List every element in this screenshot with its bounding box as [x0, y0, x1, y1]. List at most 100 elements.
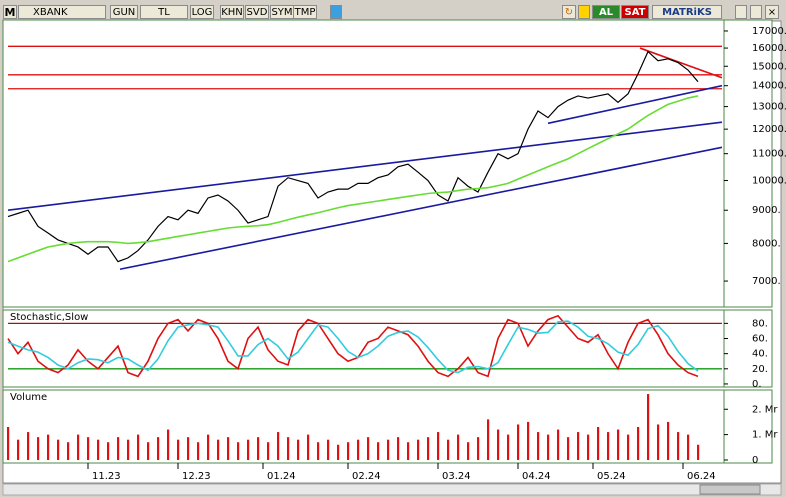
refresh-icon[interactable]: ↻ [562, 5, 576, 19]
volume-bar [367, 437, 370, 460]
volume-bar [377, 442, 380, 460]
volume-bar [117, 437, 120, 460]
volume-bar [7, 427, 10, 460]
volume-bar [577, 432, 580, 460]
brand: MATRiKS [652, 5, 722, 19]
y-tick-label: 9000. [752, 205, 781, 216]
volume-bar [647, 394, 650, 460]
toolbar-button[interactable]: SYM [270, 5, 294, 19]
symbol[interactable]: XBANK [18, 5, 106, 19]
volume-bar [27, 432, 30, 460]
x-tick-label: 03.24 [442, 471, 471, 482]
y-tick-label: 11000. [752, 149, 786, 160]
trend-line [7, 121, 723, 212]
volume-bar [537, 432, 540, 460]
y-tick-label: 40. [752, 349, 768, 360]
volume-bar [597, 427, 600, 460]
y-tick-label: 0. [752, 379, 762, 390]
y-tick-label: 60. [752, 334, 768, 345]
toolbar-button[interactable]: TMP [293, 5, 317, 19]
volume-bar [287, 437, 290, 460]
y-tick-label: 16000. [752, 43, 786, 54]
volume-bar [467, 442, 470, 460]
x-tick-label: 06.24 [687, 471, 716, 482]
volume-bar [307, 434, 310, 460]
volume-bar [67, 442, 70, 460]
close[interactable]: × [765, 5, 779, 19]
volume-bar [457, 434, 460, 460]
volume-bar [327, 439, 330, 460]
x-tick-label: 11.23 [92, 471, 121, 482]
trend-line [119, 146, 723, 271]
series-line [7, 314, 699, 378]
volume-bar [617, 429, 620, 460]
flash-icon[interactable] [578, 5, 590, 19]
x-tick-label: 12.23 [182, 471, 211, 482]
trend-line [547, 84, 723, 125]
trend-line [639, 47, 723, 79]
volume-bar [637, 427, 640, 460]
volume-bar [527, 421, 530, 460]
toolbar-button[interactable]: SVD [245, 5, 269, 19]
buy-button[interactable]: AL [592, 5, 620, 19]
y-tick-label: 20. [752, 364, 768, 375]
volume-bar [677, 432, 680, 460]
volume-bar [547, 434, 550, 460]
scrollbar [2, 483, 782, 496]
volume-bar [507, 434, 510, 460]
volume-bar [17, 439, 20, 460]
volume-bar [397, 437, 400, 460]
symbol-prefix[interactable]: M [3, 5, 17, 19]
toolbar-button[interactable]: KHN [220, 5, 244, 19]
y-tick-label: 80. [752, 318, 768, 329]
volume-bar [147, 442, 150, 460]
maximize[interactable] [750, 5, 762, 19]
volume-bar [347, 442, 350, 460]
x-tick-label: 04.24 [522, 471, 551, 482]
y-tick-label: 0 [752, 455, 758, 466]
volume-bar [197, 442, 200, 460]
y-tick-label: 14000. [752, 81, 786, 92]
volume-bar [247, 439, 250, 460]
toolbar-button[interactable]: TL [140, 5, 188, 19]
volume-bar [687, 434, 690, 460]
volume-bar [587, 434, 590, 460]
volume-bar [557, 429, 560, 460]
scroll-thumb [699, 484, 761, 495]
volume-bar [237, 442, 240, 460]
volume-bar [477, 437, 480, 460]
volume-bar [697, 444, 700, 460]
volume-bar [337, 444, 340, 460]
y-tick-label: 1. Mr [752, 430, 778, 441]
sell-button[interactable]: SAT [621, 5, 649, 19]
volume-bar [167, 429, 170, 460]
volume-bar [107, 442, 110, 460]
series-line [7, 320, 699, 374]
series-line [7, 50, 699, 263]
minimize[interactable] [735, 5, 747, 19]
volume-bar [227, 437, 230, 460]
volume-bar [607, 432, 610, 460]
toolbar-button[interactable]: LOG [190, 5, 214, 19]
x-tick-label: 02.24 [352, 471, 381, 482]
volume-bar [77, 434, 80, 460]
y-tick-label: 13000. [752, 102, 786, 113]
volume-bar [437, 432, 440, 460]
volume-bar [447, 439, 450, 460]
volume-bar [567, 437, 570, 460]
twitter-icon[interactable] [330, 5, 342, 19]
volume-bar [277, 432, 280, 460]
toolbar-button[interactable]: GUN [110, 5, 138, 19]
volume-bar [177, 439, 180, 460]
panel-title: Volume [10, 392, 47, 403]
volume-bar [387, 439, 390, 460]
volume-bar [157, 437, 160, 460]
panel-title: Stochastic,Slow [10, 312, 88, 323]
y-tick-label: 7000. [752, 276, 781, 287]
volume-bar [357, 439, 360, 460]
y-tick-label: 15000. [752, 61, 786, 72]
x-tick-label: 05.24 [597, 471, 626, 482]
volume-bar [37, 437, 40, 460]
